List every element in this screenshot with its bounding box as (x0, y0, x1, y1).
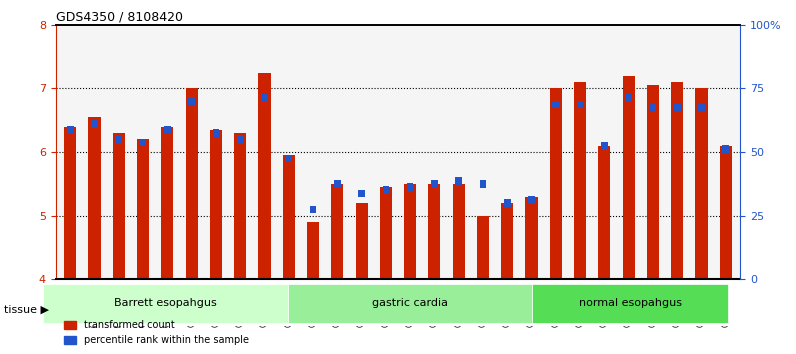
Bar (698, 104, 704, 112)
Bar (574, 82, 586, 279)
Bar (552, 101, 559, 108)
Bar (383, 187, 389, 194)
Bar (286, 155, 292, 162)
Bar (140, 139, 146, 146)
Bar (599, 146, 611, 279)
Bar (477, 216, 489, 279)
Bar (162, 127, 174, 279)
Bar (504, 199, 510, 207)
Bar (577, 101, 583, 108)
Bar (501, 203, 513, 279)
Bar (650, 104, 656, 112)
Bar (431, 180, 438, 188)
Bar (453, 184, 465, 279)
Bar (137, 139, 149, 279)
Bar (283, 155, 295, 279)
Bar (723, 145, 729, 153)
Bar (261, 94, 267, 102)
Bar (671, 82, 683, 279)
Text: gastric cardia: gastric cardia (373, 297, 448, 308)
Bar (407, 183, 413, 191)
Text: Barrett esopahgus: Barrett esopahgus (115, 297, 217, 308)
Bar (455, 177, 462, 184)
Bar (480, 180, 486, 188)
FancyBboxPatch shape (288, 284, 533, 323)
Bar (720, 146, 732, 279)
Bar (358, 190, 365, 197)
Text: tissue ▶: tissue ▶ (4, 305, 49, 315)
Bar (189, 97, 195, 105)
Bar (307, 222, 319, 279)
Bar (404, 184, 416, 279)
Bar (88, 117, 100, 279)
Bar (674, 104, 681, 112)
Bar (259, 73, 271, 279)
Bar (237, 136, 244, 143)
Bar (380, 187, 392, 279)
Text: GDS4350 / 8108420: GDS4350 / 8108420 (56, 11, 183, 24)
Bar (601, 142, 607, 149)
Bar (310, 206, 316, 213)
Bar (622, 76, 634, 279)
Text: normal esopahgus: normal esopahgus (579, 297, 681, 308)
Bar (115, 136, 122, 143)
Bar (529, 196, 535, 204)
Bar (334, 180, 341, 188)
FancyBboxPatch shape (533, 284, 728, 323)
Bar (626, 94, 632, 102)
Bar (164, 126, 170, 133)
Bar (331, 184, 343, 279)
Bar (64, 127, 76, 279)
Bar (67, 126, 73, 133)
Bar (113, 133, 125, 279)
Bar (92, 120, 98, 127)
Bar (356, 203, 368, 279)
Bar (550, 88, 562, 279)
FancyBboxPatch shape (44, 284, 288, 323)
Bar (210, 130, 222, 279)
Bar (428, 184, 440, 279)
Bar (696, 88, 708, 279)
Bar (213, 129, 219, 137)
Bar (525, 196, 537, 279)
Bar (185, 88, 197, 279)
Legend: transformed count, percentile rank within the sample: transformed count, percentile rank withi… (60, 316, 253, 349)
Bar (647, 85, 659, 279)
Bar (234, 133, 246, 279)
